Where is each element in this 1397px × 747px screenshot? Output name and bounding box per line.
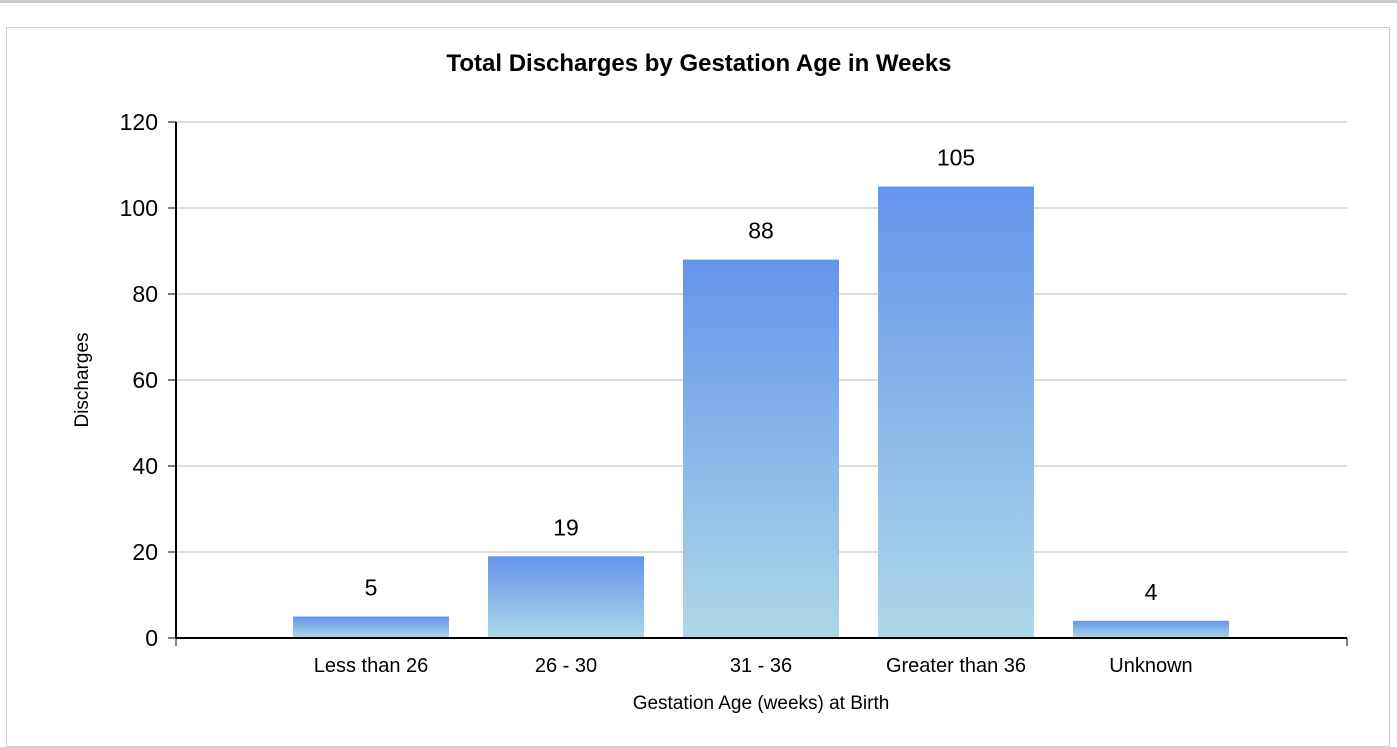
x-tick-label: 31 - 36 bbox=[730, 655, 792, 677]
y-axis-label: Discharges bbox=[72, 332, 93, 427]
x-tick-label: 26 - 30 bbox=[535, 655, 597, 677]
bar[interactable] bbox=[683, 259, 839, 638]
bar[interactable] bbox=[488, 556, 644, 638]
x-tick-label: Less than 26 bbox=[314, 655, 429, 677]
y-tick-labels: 0 20 40 60 80 100 120 bbox=[120, 109, 176, 651]
x-tick-label: Greater than 36 bbox=[886, 655, 1026, 677]
bar[interactable] bbox=[293, 616, 449, 639]
chart-title: Total Discharges by Gestation Age in Wee… bbox=[446, 50, 952, 77]
y-tick-label: 60 bbox=[132, 367, 158, 393]
chart-panel: Total Discharges by Gestation Age in Wee… bbox=[6, 27, 1390, 747]
y-tick-label: 120 bbox=[120, 109, 158, 135]
y-tick-label: 40 bbox=[132, 453, 158, 479]
bars bbox=[293, 186, 1229, 639]
bar[interactable] bbox=[1073, 620, 1229, 638]
y-tick-label: 100 bbox=[120, 195, 158, 221]
data-label: 19 bbox=[553, 514, 579, 540]
data-label: 4 bbox=[1145, 579, 1158, 605]
top-divider bbox=[0, 0, 1397, 3]
x-tick-labels: Less than 26 26 - 30 31 - 36 Greater than 3… bbox=[314, 655, 1193, 677]
y-tick-label: 0 bbox=[145, 625, 158, 651]
x-axis-label: Gestation Age (weeks) at Birth bbox=[633, 693, 890, 714]
data-label: 105 bbox=[937, 145, 975, 171]
bar[interactable] bbox=[878, 186, 1034, 639]
x-tick-label: Unknown bbox=[1109, 655, 1192, 677]
data-labels: 5 19 88 105 4 bbox=[365, 145, 1158, 605]
data-label: 88 bbox=[748, 218, 774, 244]
y-tick-label: 80 bbox=[132, 281, 158, 307]
y-tick-label: 20 bbox=[132, 539, 158, 565]
data-label: 5 bbox=[365, 575, 378, 601]
